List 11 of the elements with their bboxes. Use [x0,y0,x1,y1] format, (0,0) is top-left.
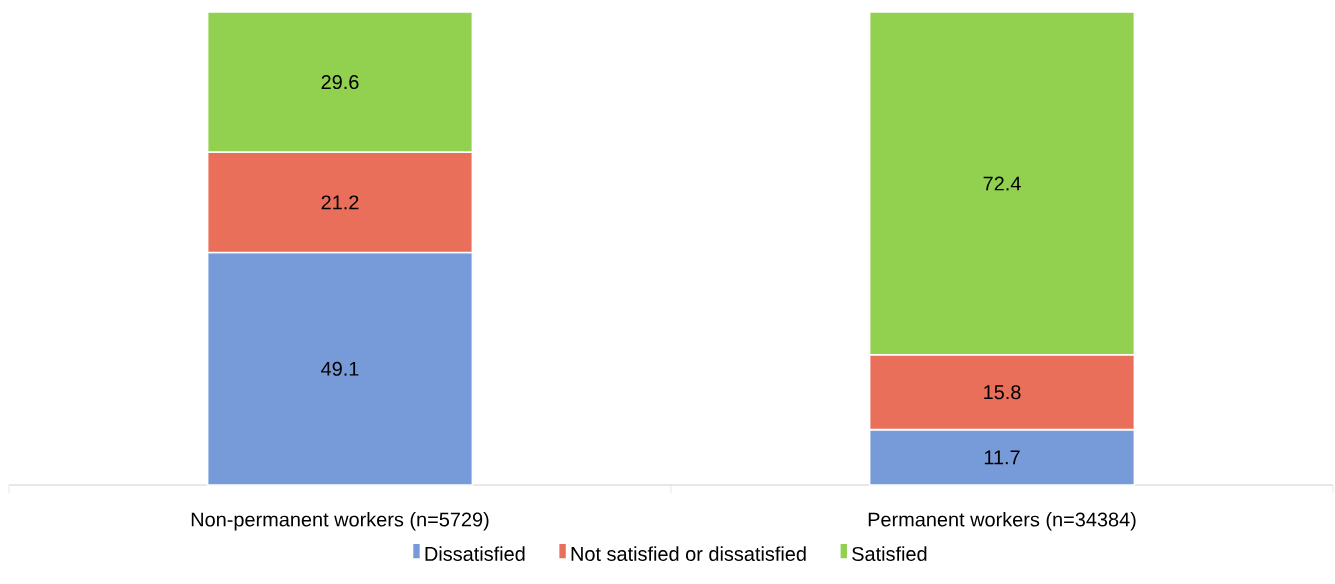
data-label: 21.2 [321,195,359,210]
legend-label: Dissatisfied [425,546,525,561]
data-label: 29.6 [321,75,359,90]
x-tick-label: Permanent workers (n=34384) [868,511,1136,531]
legend-label: Not satisfied or dissatisfied [571,546,806,561]
data-label: 11.7 [984,450,1020,465]
x-tick-label: Non-permanent workers (n=5729) [191,511,489,531]
data-label: 15.8 [984,385,1021,400]
data-label: 72.4 [983,176,1021,191]
data-label: 49.1 [321,361,359,376]
legend-label: Satisfied [852,546,927,561]
